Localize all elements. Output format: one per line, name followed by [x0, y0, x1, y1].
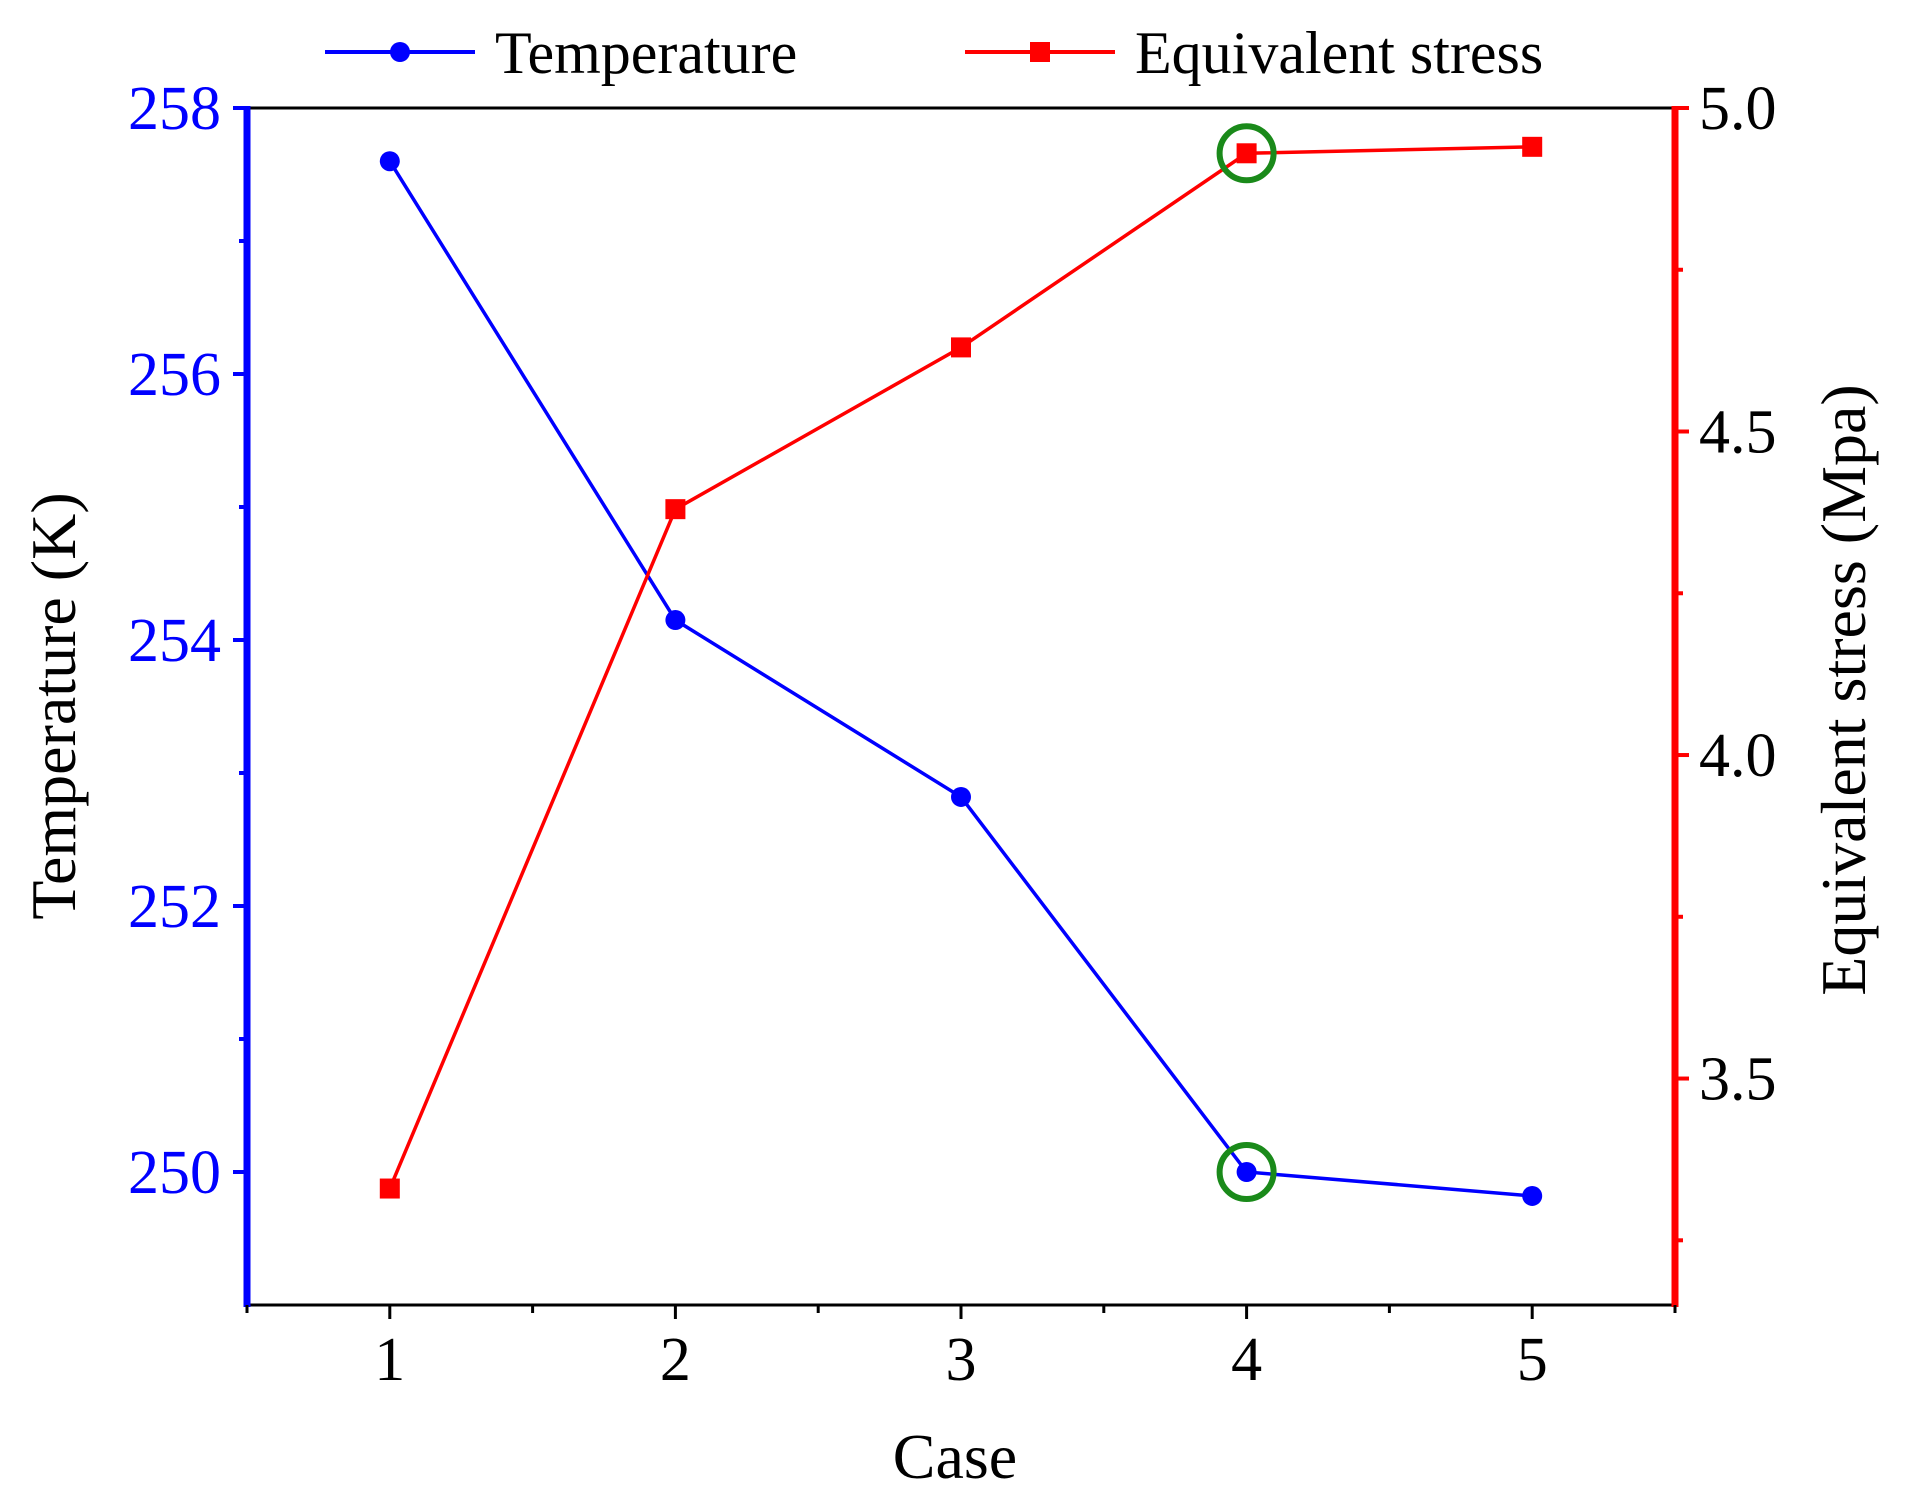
left-y-tick-label: 252 [128, 873, 221, 941]
left-y-tick-label: 254 [128, 607, 221, 675]
right-y-tick-label: 5.0 [1699, 75, 1777, 143]
x-axis-title: Case [893, 1421, 1017, 1492]
legend-stress-marker [1030, 42, 1050, 62]
series-layer [379, 136, 1543, 1206]
legend-temperature-label: Temperature [495, 20, 797, 86]
highlight-circle [1216, 1142, 1277, 1202]
highlights-layer [1216, 123, 1277, 1202]
right-y-tick-label: 4.5 [1699, 399, 1777, 467]
temperature-point [951, 786, 971, 807]
legend-temperature-marker [390, 42, 410, 62]
left-y-tick-label: 258 [128, 75, 221, 143]
equivalent-stress-point [951, 337, 971, 358]
right-y-tick-label: 3.5 [1699, 1046, 1777, 1114]
equivalent-stress-point [379, 1178, 400, 1199]
temperature-line [388, 160, 1533, 1198]
x-tick-label: 1 [374, 1326, 405, 1394]
legend: Temperature Equivalent stress [325, 20, 1543, 86]
equivalent-stress-point [1522, 136, 1543, 157]
temperature-point [665, 610, 686, 631]
left-y-axis-title: Temperature (K) [18, 492, 89, 919]
temperature-point [1236, 1162, 1257, 1182]
x-tick-label: 2 [660, 1326, 691, 1394]
left-y-ticks: 250 252 254 256 258 [128, 75, 247, 1207]
equivalent-stress-point [1236, 143, 1257, 164]
x-tick-label: 5 [1517, 1326, 1548, 1394]
temperature-point [1522, 1185, 1543, 1206]
right-y-ticks: 3.5 4.0 4.5 5.0 [1675, 75, 1777, 1243]
left-y-tick-label: 250 [128, 1139, 221, 1207]
highlight-circle [1216, 123, 1277, 184]
equivalent-stress-line [388, 145, 1533, 1190]
equivalent-stress-point [665, 499, 686, 520]
legend-stress-label: Equivalent stress [1135, 20, 1543, 86]
right-y-tick-label: 4.0 [1699, 722, 1777, 790]
temperature-point [379, 151, 400, 172]
left-y-tick-label: 256 [128, 341, 221, 409]
x-ticks: 1 2 3 4 5 [245, 1305, 1677, 1394]
x-tick-label: 4 [1231, 1326, 1262, 1394]
right-y-axis-title: Equivalent stress (Mpa) [1808, 384, 1879, 995]
x-tick-label: 3 [946, 1326, 977, 1394]
